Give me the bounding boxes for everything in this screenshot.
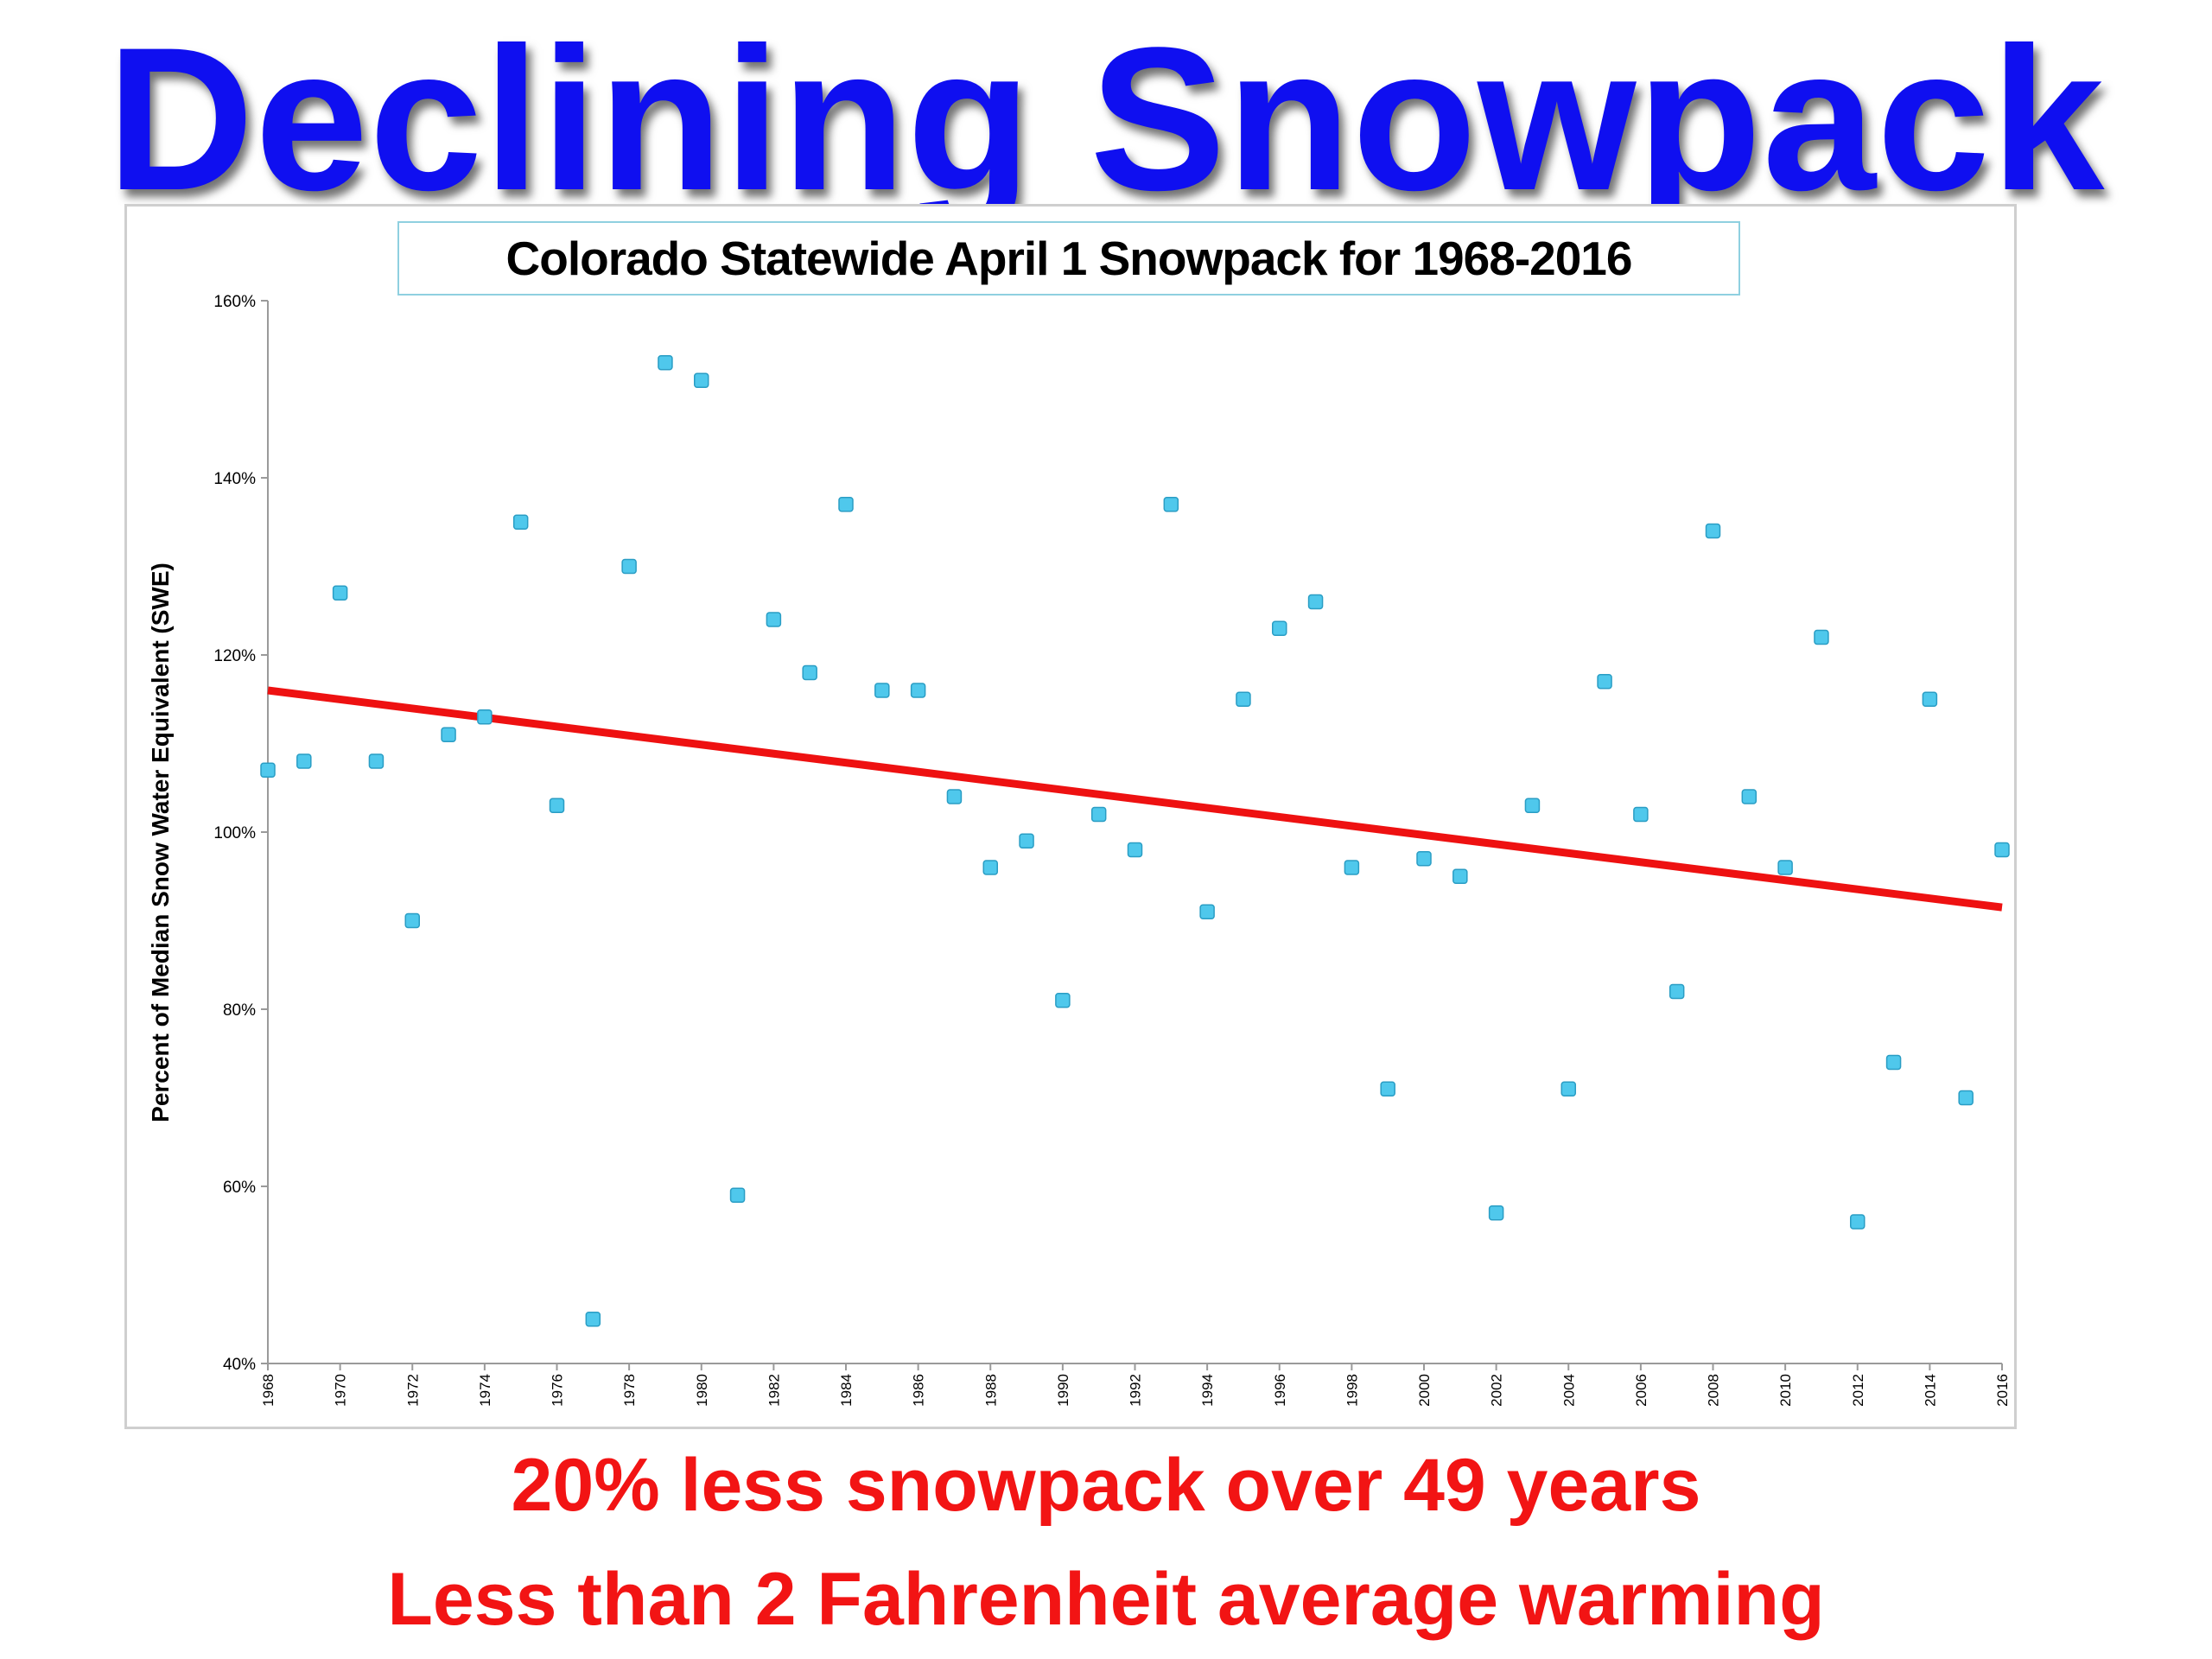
data-point: [1416, 851, 1432, 867]
data-point: [1344, 860, 1360, 875]
x-tick-label: 1970: [333, 1374, 349, 1407]
trend-line-layer: [267, 686, 2003, 912]
x-tick-label: 2010: [1777, 1374, 1794, 1407]
data-point: [658, 355, 673, 371]
data-point: [296, 753, 312, 769]
slide-title: Declining Snowpack: [106, 5, 2106, 233]
y-tick-label: 160%: [213, 293, 256, 311]
data-point: [729, 1187, 746, 1203]
data-point: [910, 683, 926, 698]
data-point: [1236, 691, 1251, 707]
data-point: [1019, 833, 1034, 849]
data-point: [1958, 1090, 1974, 1106]
axes: [261, 300, 2003, 1370]
y-tick-label: 140%: [213, 470, 256, 488]
x-tick-label: 1978: [621, 1374, 638, 1407]
x-tick-label: 2000: [1416, 1374, 1433, 1407]
data-point: [1307, 594, 1324, 610]
x-tick-label: 2014: [1922, 1374, 1938, 1407]
x-tick-label: 1994: [1199, 1374, 1216, 1407]
x-tick-label: 2008: [1706, 1374, 1722, 1407]
data-point: [1777, 860, 1793, 875]
data-point: [404, 912, 420, 929]
data-point: [549, 798, 565, 813]
x-tick-label: 2016: [1994, 1374, 2011, 1407]
x-tick-label: 1990: [1055, 1374, 1071, 1407]
data-point: [766, 612, 782, 627]
x-tick-label: 1972: [404, 1374, 421, 1407]
data-point: [1669, 983, 1685, 1000]
data-point: [874, 683, 890, 698]
data-point: [982, 860, 998, 875]
tick-labels: 40% 60% 80% 100% 120% 140% 160% 1968 1970 1972 197…: [213, 293, 2011, 1407]
x-tick-label: 1974: [477, 1374, 493, 1407]
y-tick-label: 100%: [213, 824, 256, 842]
data-point: [332, 585, 348, 601]
y-tick-label: 60%: [223, 1179, 256, 1197]
data-point: [1850, 1214, 1866, 1230]
data-point: [1994, 842, 2010, 858]
data-point: [1272, 620, 1287, 636]
x-tick-label: 1998: [1344, 1374, 1360, 1407]
x-tick-label: 2012: [1850, 1374, 1866, 1407]
x-tick-label: 1988: [982, 1374, 999, 1407]
trend-line: [267, 686, 2003, 912]
data-point: [260, 762, 276, 778]
chart-frame: [124, 204, 2017, 1429]
y-tick-label: 80%: [223, 1001, 256, 1020]
y-tick-label: 120%: [213, 647, 256, 665]
data-point: [1922, 691, 1938, 707]
data-point: [694, 372, 709, 388]
x-tick-label: 1996: [1272, 1374, 1288, 1407]
data-point: [368, 753, 385, 769]
data-point: [1488, 1205, 1504, 1221]
x-tick-label: 1968: [260, 1374, 276, 1407]
x-tick-label: 1980: [694, 1374, 710, 1407]
data-point: [1597, 674, 1612, 690]
data-point: [1885, 1054, 1902, 1071]
x-tick-label: 2006: [1633, 1374, 1649, 1407]
caption-warming: Less than 2 Fahrenheit average warming: [387, 1558, 1825, 1641]
data-point: [1524, 798, 1541, 813]
data-point: [802, 664, 817, 681]
data-point: [1380, 1081, 1395, 1096]
x-tick-label: 1982: [766, 1374, 782, 1407]
y-axis-title: Percent of Median Snow Water Equivalent …: [147, 563, 174, 1122]
data-point: [621, 558, 637, 575]
data-point: [1163, 497, 1179, 512]
data-point: [1452, 868, 1468, 884]
data-point: [1705, 523, 1721, 539]
x-tick-label: 2002: [1489, 1374, 1505, 1407]
chart-title: Colorado Statewide April 1 Snowpack for …: [397, 221, 1740, 296]
data-point: [946, 789, 963, 804]
x-tick-label: 1976: [550, 1374, 566, 1407]
x-tick-label: 2004: [1560, 1374, 1577, 1407]
data-point: [441, 727, 456, 742]
data-point: [1127, 842, 1143, 858]
x-tick-label: 1984: [838, 1374, 855, 1407]
data-point: [1633, 806, 1649, 823]
data-points: [260, 355, 2010, 1327]
data-point: [1055, 993, 1071, 1008]
data-point: [1199, 904, 1215, 919]
data-point: [585, 1312, 601, 1327]
data-point: [838, 497, 854, 512]
x-tick-label: 1992: [1128, 1374, 1144, 1407]
data-point: [1560, 1081, 1576, 1096]
data-point: [1814, 629, 1829, 645]
data-point: [1741, 789, 1758, 804]
data-point: [512, 514, 529, 530]
data-point: [477, 709, 493, 725]
caption-snowpack-decline: 20% less snowpack over 49 years: [511, 1444, 1701, 1527]
data-point: [1090, 806, 1107, 823]
x-tick-label: 1986: [911, 1374, 927, 1407]
y-tick-label: 40%: [223, 1356, 256, 1374]
